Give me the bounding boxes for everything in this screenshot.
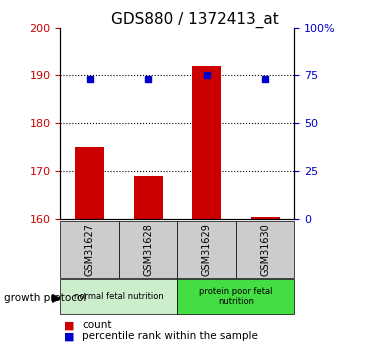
Bar — [250, 217, 280, 219]
Bar — [60, 279, 177, 314]
Text: GSM31627: GSM31627 — [85, 223, 95, 276]
Text: growth protocol: growth protocol — [4, 294, 86, 303]
Text: protein poor fetal
nutrition: protein poor fetal nutrition — [199, 287, 273, 306]
Bar — [177, 221, 236, 278]
Text: GSM31629: GSM31629 — [202, 223, 212, 276]
Text: count: count — [82, 321, 112, 330]
Text: GDS880 / 1372413_at: GDS880 / 1372413_at — [111, 12, 279, 28]
Bar — [119, 221, 177, 278]
Bar — [60, 221, 119, 278]
Text: ■: ■ — [64, 332, 75, 341]
Text: normal fetal nutrition: normal fetal nutrition — [74, 292, 164, 301]
Text: GSM31628: GSM31628 — [143, 223, 153, 276]
Bar — [133, 176, 163, 219]
Bar — [75, 147, 105, 219]
Bar — [177, 279, 294, 314]
Polygon shape — [53, 295, 60, 302]
Text: percentile rank within the sample: percentile rank within the sample — [82, 332, 258, 341]
Bar — [236, 221, 294, 278]
Text: ■: ■ — [64, 321, 75, 330]
Bar — [192, 66, 222, 219]
Text: GSM31630: GSM31630 — [260, 223, 270, 276]
